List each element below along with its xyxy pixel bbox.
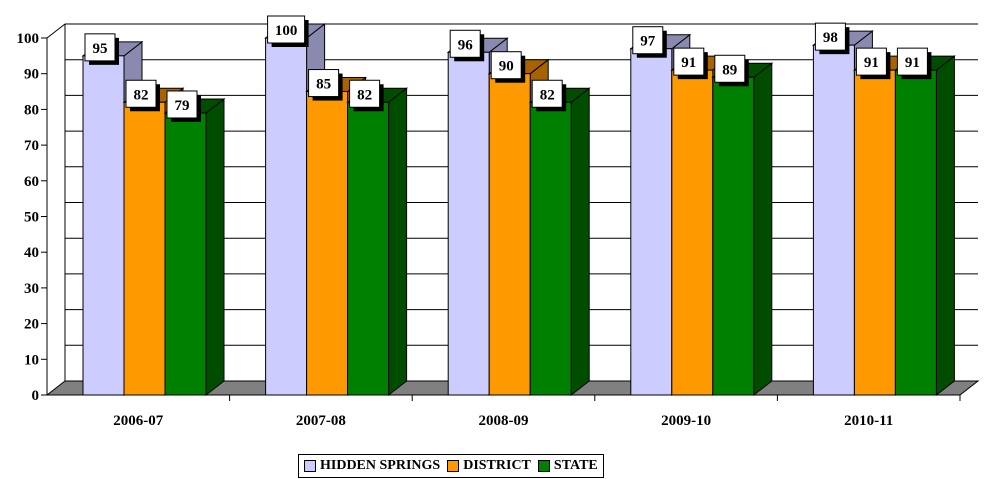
data-label-district-2006-07: 82 [134, 87, 149, 103]
data-label-box-hidden-springs-2010-11 [814, 22, 846, 51]
x-tick-label-2006-07: 2006-07 [113, 413, 163, 429]
legend-swatch-hidden-springs [304, 460, 316, 472]
data-label-hidden-springs-2010-11: 98 [823, 30, 838, 46]
data-label-box-state-2007-08 [349, 79, 381, 108]
bar-state-2006-07-side [205, 97, 225, 397]
bar-state-2007-08-side [388, 87, 408, 397]
bar-hidden-springs-2006-07 [82, 55, 125, 396]
data-label-hidden-springs-2007-08: 100 [275, 23, 298, 39]
data-label-district-2007-08: 85 [316, 77, 331, 93]
legend-entry-district: DISTRICT [447, 458, 531, 474]
y-tick-label-100: 100 [17, 31, 40, 47]
data-label-box-state-2006-07 [166, 90, 198, 119]
data-label-state-2008-09: 82 [540, 87, 555, 103]
data-label-box-district-2007-08 [308, 69, 340, 98]
legend-swatch-state [537, 460, 550, 472]
bar-chart: 0 10 20 30 40 50 60 70 80 90 100 2006-07 95 82 79 2007-… [17, 15, 980, 429]
bar-state-2009-10-side [753, 62, 773, 397]
legend-entry-state: STATE [537, 458, 598, 474]
data-label-district-2008-09: 90 [499, 59, 514, 75]
data-label-box-district-2006-07 [125, 79, 157, 108]
bar-state-2010-11 [894, 69, 937, 396]
bar-hidden-springs-2009-10 [630, 48, 673, 396]
bar-state-2006-07 [164, 112, 207, 396]
legend-swatch-district [447, 460, 460, 472]
y-tick-label-60: 60 [24, 174, 39, 190]
bar-hidden-springs-2007-08 [265, 37, 308, 396]
data-label-hidden-springs-2006-07: 95 [93, 41, 108, 57]
data-label-hidden-springs-2008-09: 96 [458, 37, 474, 53]
legend-entry-hidden-springs: HIDDEN SPRINGS [304, 458, 440, 474]
x-tick-label-2008-09: 2008-09 [479, 413, 529, 429]
side-wall-top-edge [46, 23, 66, 39]
data-label-box-district-2010-11 [855, 47, 887, 76]
y-tick-label-80: 80 [24, 102, 39, 118]
data-label-box-state-2010-11 [896, 47, 928, 76]
data-label-box-district-2008-09 [490, 51, 522, 80]
legend: HIDDEN SPRINGS DISTRICT STATE [298, 454, 604, 478]
bar-district-2007-08 [306, 91, 349, 396]
y-tick-label-90: 90 [24, 67, 39, 83]
bar-state-2008-09 [529, 101, 572, 396]
data-label-hidden-springs-2009-10: 97 [640, 34, 656, 50]
data-label-box-hidden-springs-2006-07 [84, 33, 116, 62]
bar-district-2008-09 [488, 73, 531, 396]
data-label-box-hidden-springs-2007-08 [267, 15, 306, 44]
x-tick-label-2007-08: 2007-08 [296, 413, 346, 429]
data-label-state-2009-10: 89 [722, 62, 737, 78]
data-label-box-hidden-springs-2008-09 [449, 29, 481, 58]
bar-district-2010-11 [853, 69, 896, 396]
data-label-state-2007-08: 82 [357, 87, 372, 103]
legend-label-hidden-springs: HIDDEN SPRINGS [320, 458, 441, 473]
bar-hidden-springs-2010-11 [812, 44, 855, 396]
data-label-district-2010-11: 91 [864, 55, 879, 71]
bar-state-2010-11-side [935, 55, 955, 397]
data-label-box-state-2008-09 [531, 79, 563, 108]
y-tick-label-40: 40 [24, 245, 39, 261]
y-tick-label-70: 70 [24, 138, 39, 154]
x-tick-label-2010-11: 2010-11 [844, 413, 893, 429]
data-label-district-2009-10: 91 [681, 55, 696, 71]
y-tick-label-10: 10 [24, 352, 39, 368]
x-tick-label-2009-10: 2009-10 [661, 413, 711, 429]
legend-label-district: DISTRICT [463, 458, 531, 473]
y-tick-label-0: 0 [32, 388, 40, 404]
y-tick-label-20: 20 [24, 317, 39, 333]
bar-state-2009-10 [712, 76, 755, 396]
data-label-box-district-2009-10 [673, 47, 705, 76]
bar-district-2006-07 [123, 101, 166, 396]
bar-hidden-springs-2008-09 [447, 51, 490, 396]
y-tick-label-50: 50 [24, 210, 39, 226]
data-label-box-state-2009-10 [714, 54, 746, 83]
data-label-box-hidden-springs-2009-10 [632, 26, 664, 55]
legend-label-state: STATE [553, 458, 598, 473]
bar-state-2007-08 [347, 101, 390, 396]
bar-state-2008-09-side [570, 87, 590, 397]
bar-district-2009-10 [671, 69, 714, 396]
data-label-state-2010-11: 91 [905, 55, 920, 71]
data-label-state-2006-07: 79 [175, 98, 190, 114]
y-tick-label-30: 30 [24, 281, 39, 297]
